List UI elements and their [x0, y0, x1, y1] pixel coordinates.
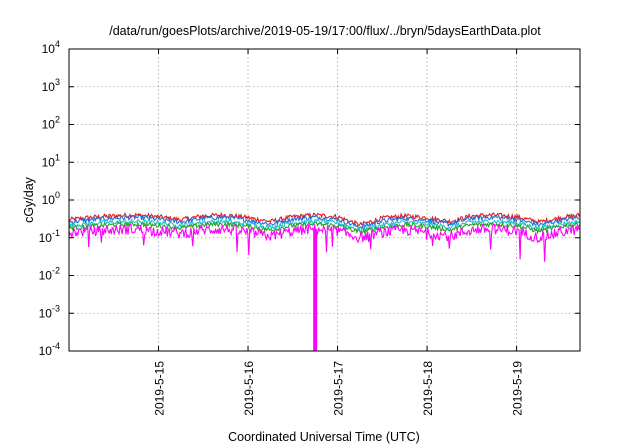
x-tick-label: 2019-5-18	[421, 361, 435, 416]
x-tick-label: 2019-5-17	[332, 361, 346, 416]
x-axis: 2019-5-15 2019-5-16 2019-5-17 2019-5-18 2019…	[153, 49, 525, 416]
y-tick-label: 10-1	[39, 228, 60, 245]
x-tick-label: 2019-5-16	[242, 361, 256, 416]
series-line-3	[68, 217, 581, 233]
grid	[69, 49, 580, 351]
x-tick-label: 2019-5-19	[511, 361, 525, 416]
chart-title: /data/run/goesPlots/archive/2019-05-19/1…	[109, 24, 541, 38]
series-line-5	[68, 222, 581, 262]
x-axis-label: Coordinated Universal Time (UTC)	[228, 430, 420, 444]
y-tick-label: 10-3	[39, 303, 60, 320]
series-line-2	[68, 213, 580, 231]
y-tick-label: 102	[42, 115, 60, 132]
y-tick-label: 100	[42, 190, 60, 207]
y-axis-label: cGy/day	[22, 176, 36, 223]
y-tick-label: 10-4	[39, 341, 60, 358]
y-tick-label: 10-2	[39, 266, 60, 283]
y-tick-label: 103	[42, 77, 60, 94]
y-axis: 10-4 10-3 10-2 10-1 100 101 102 103 104	[39, 39, 580, 358]
y-tick-label: 101	[42, 152, 60, 169]
dropout-spike	[313, 229, 318, 351]
series-group	[68, 211, 581, 351]
x-tick-label: 2019-5-15	[153, 361, 167, 416]
y-tick-label: 104	[42, 39, 60, 56]
series-line-1	[68, 211, 581, 227]
